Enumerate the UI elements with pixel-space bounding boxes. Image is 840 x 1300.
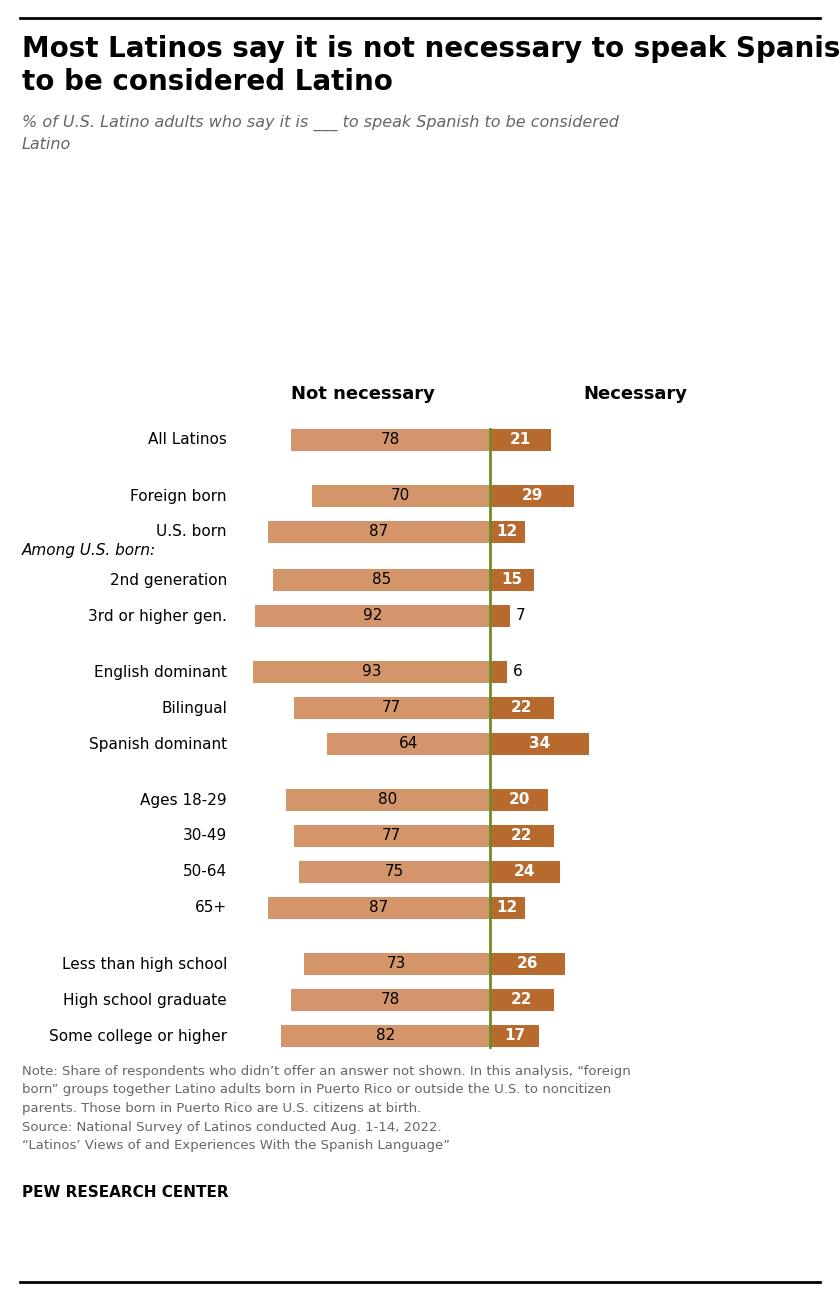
Text: 77: 77 <box>382 828 402 844</box>
Bar <box>490 861 559 883</box>
Text: 6: 6 <box>512 664 522 680</box>
Bar <box>490 826 554 848</box>
Text: 12: 12 <box>496 524 518 539</box>
Text: Note: Share of respondents who didn’t offer an answer not shown. In this analysi: Note: Share of respondents who didn’t of… <box>22 1065 631 1152</box>
Text: 87: 87 <box>370 901 389 915</box>
Bar <box>490 1024 539 1046</box>
Text: Necessary: Necessary <box>583 385 687 403</box>
Text: 65+: 65+ <box>195 901 227 915</box>
Bar <box>268 521 490 543</box>
Bar <box>490 897 525 919</box>
Text: Some college or higher: Some college or higher <box>49 1028 227 1044</box>
Text: 22: 22 <box>512 992 533 1008</box>
Text: High school graduate: High school graduate <box>63 992 227 1008</box>
Bar <box>291 429 490 451</box>
Text: 77: 77 <box>382 701 402 715</box>
Bar <box>490 485 574 507</box>
Text: 82: 82 <box>375 1028 395 1044</box>
Bar <box>490 569 533 592</box>
Text: 17: 17 <box>504 1028 525 1044</box>
Bar <box>490 733 589 755</box>
Text: Spanish dominant: Spanish dominant <box>89 737 227 751</box>
Text: 85: 85 <box>372 572 391 588</box>
Text: U.S. born: U.S. born <box>156 524 227 539</box>
Text: 78: 78 <box>381 433 400 447</box>
Text: Ages 18-29: Ages 18-29 <box>140 793 227 807</box>
Text: All Latinos: All Latinos <box>148 433 227 447</box>
Text: 50-64: 50-64 <box>183 864 227 880</box>
Text: 75: 75 <box>385 864 404 880</box>
Bar <box>286 789 490 811</box>
Bar <box>327 733 490 755</box>
Text: 78: 78 <box>381 992 400 1008</box>
Bar <box>490 660 507 682</box>
Text: 87: 87 <box>370 524 389 539</box>
Text: 80: 80 <box>378 793 397 807</box>
Text: 3rd or higher gen.: 3rd or higher gen. <box>88 608 227 624</box>
Bar <box>490 953 565 975</box>
Text: Most Latinos say it is not necessary to speak Spanish
to be considered Latino: Most Latinos say it is not necessary to … <box>22 35 840 96</box>
Text: PEW RESEARCH CENTER: PEW RESEARCH CENTER <box>22 1186 228 1200</box>
Bar <box>268 897 490 919</box>
Text: English dominant: English dominant <box>94 664 227 680</box>
Text: Not necessary: Not necessary <box>291 385 434 403</box>
Text: 22: 22 <box>512 828 533 844</box>
Text: 7: 7 <box>515 608 525 624</box>
Bar <box>281 1024 490 1046</box>
Bar <box>312 485 490 507</box>
Bar <box>490 521 525 543</box>
Text: 20: 20 <box>508 793 530 807</box>
Bar <box>299 861 490 883</box>
Text: 12: 12 <box>496 901 518 915</box>
Bar <box>291 989 490 1011</box>
Bar <box>253 660 490 682</box>
Text: Bilingual: Bilingual <box>161 701 227 715</box>
Bar <box>273 569 490 592</box>
Text: 2nd generation: 2nd generation <box>110 572 227 588</box>
Text: 70: 70 <box>391 489 411 503</box>
Text: 73: 73 <box>387 957 407 971</box>
Text: Foreign born: Foreign born <box>130 489 227 503</box>
Text: Among U.S. born:: Among U.S. born: <box>22 542 156 558</box>
Bar <box>490 697 554 719</box>
Text: % of U.S. Latino adults who say it is ___ to speak Spanish to be considered
Lati: % of U.S. Latino adults who say it is __… <box>22 114 619 152</box>
Bar <box>490 789 548 811</box>
Text: 15: 15 <box>501 572 522 588</box>
Text: 22: 22 <box>512 701 533 715</box>
Bar <box>255 604 490 627</box>
Bar <box>490 989 554 1011</box>
Text: 30-49: 30-49 <box>183 828 227 844</box>
Text: 34: 34 <box>528 737 550 751</box>
Bar <box>490 604 511 627</box>
Text: 93: 93 <box>362 664 381 680</box>
Text: 21: 21 <box>510 433 531 447</box>
Bar <box>490 429 551 451</box>
Text: 29: 29 <box>522 489 543 503</box>
Text: Less than high school: Less than high school <box>61 957 227 971</box>
Bar <box>294 697 490 719</box>
Text: 64: 64 <box>399 737 418 751</box>
Bar <box>294 826 490 848</box>
Text: 92: 92 <box>363 608 382 624</box>
Text: 24: 24 <box>514 864 535 880</box>
Text: 26: 26 <box>517 957 538 971</box>
Bar <box>304 953 490 975</box>
